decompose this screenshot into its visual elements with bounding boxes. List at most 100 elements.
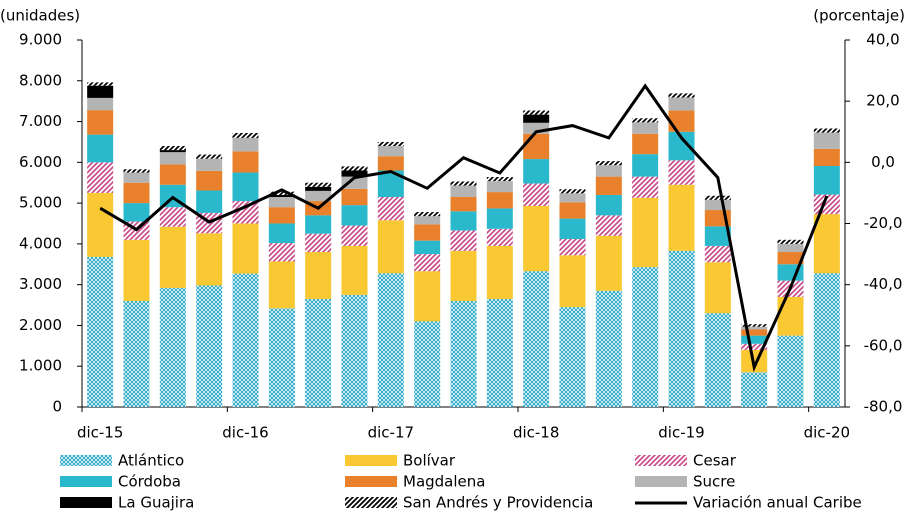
bar-segment — [632, 197, 659, 268]
bar-segment — [232, 201, 259, 224]
bar-segment — [305, 186, 332, 191]
legend-swatch — [60, 497, 112, 508]
bar-segment — [305, 182, 332, 187]
bar-segment — [523, 271, 550, 407]
bar-segment — [87, 134, 114, 163]
y2-tick-label: 0,0 — [871, 153, 895, 171]
y-tick-label: 4.000 — [19, 234, 62, 252]
bar-segment — [668, 160, 695, 185]
bar-segment — [305, 190, 332, 202]
bar-segment — [377, 156, 404, 171]
bar-segment — [268, 261, 295, 309]
legend-label: La Guajira — [118, 494, 194, 512]
bar-segment — [523, 133, 550, 160]
legend-swatch — [345, 476, 397, 487]
bar-segment — [450, 300, 477, 407]
bar-segment — [159, 152, 186, 165]
bar-segment — [341, 166, 368, 171]
legend-label: Variación anual Caribe — [693, 494, 862, 512]
y2-tick-label: -80,0 — [864, 398, 903, 416]
legend-swatch — [60, 455, 112, 466]
bar-segment — [486, 181, 513, 193]
bar-segment — [196, 190, 223, 213]
bar-segment — [232, 273, 259, 407]
bar-segment — [341, 294, 368, 407]
bar-segment — [196, 154, 223, 159]
bar-segment — [595, 161, 622, 166]
bar-segment — [87, 97, 114, 111]
legend-swatch — [345, 497, 397, 508]
bar-segment — [668, 184, 695, 251]
legend-label: San Andrés y Providencia — [403, 494, 593, 512]
line-series — [99, 83, 829, 373]
bar-segment — [123, 182, 150, 204]
bar-segment — [777, 243, 804, 253]
y2-tick-label: 20,0 — [866, 92, 899, 110]
bar-segment — [595, 290, 622, 407]
bar-segment — [813, 214, 840, 274]
legend-label: Bolívar — [403, 452, 456, 470]
bar-segment — [159, 164, 186, 185]
bar-segment — [486, 177, 513, 182]
y-tick-label: 0 — [52, 398, 62, 416]
bar-segment — [813, 132, 840, 149]
bar-segment — [196, 233, 223, 286]
bar-segment — [741, 343, 768, 350]
legend-swatch — [60, 476, 112, 487]
y2-axis-title: (porcentaje) — [813, 7, 905, 25]
bar-segment — [196, 285, 223, 407]
legend-label: Atlántico — [118, 452, 184, 470]
bar-segment — [232, 172, 259, 202]
bar-segment — [159, 146, 186, 151]
bar-segment — [523, 114, 550, 123]
bar-segment — [305, 215, 332, 234]
bar-segment — [559, 238, 586, 256]
y-tick-label: 9.000 — [19, 31, 62, 49]
bar-segment — [305, 252, 332, 299]
bar-segment — [377, 141, 404, 147]
bar-segment — [704, 195, 731, 200]
bar-segment — [668, 110, 695, 132]
bar-segment — [486, 208, 513, 229]
legend-label: Sucre — [693, 473, 735, 491]
bar-segment — [414, 271, 441, 322]
bar-segment — [414, 212, 441, 217]
bar-segment — [87, 192, 114, 257]
legend-label: Córdoba — [118, 473, 181, 491]
bar-segment — [159, 287, 186, 407]
bar-segment — [595, 165, 622, 177]
bar-segment — [632, 133, 659, 155]
bar-segment — [741, 326, 768, 330]
bar-segment — [813, 166, 840, 195]
y-tick-label: 3.000 — [19, 275, 62, 293]
bar-segment — [741, 335, 768, 344]
bar-segment — [632, 122, 659, 134]
bar-segment — [559, 307, 586, 407]
bar-segment — [595, 215, 622, 236]
x-tick-label: dic-15 — [77, 424, 123, 442]
bar-segment — [704, 262, 731, 314]
bar-segment — [450, 181, 477, 186]
y-tick-label: 5.000 — [19, 194, 62, 212]
bar-segment — [777, 335, 804, 407]
bar-segment — [123, 172, 150, 183]
y-tick-label: 2.000 — [19, 316, 62, 334]
bar-segment — [341, 170, 368, 177]
bar-segment — [123, 169, 150, 173]
bar-segment — [268, 308, 295, 407]
bar-segment — [305, 233, 332, 253]
bar-segment — [668, 93, 695, 98]
x-tick-label: dic-16 — [222, 424, 268, 442]
bar-segment — [668, 97, 695, 111]
x-tick-label: dic-18 — [513, 424, 559, 442]
bar-segment — [559, 202, 586, 219]
legend-swatch — [635, 476, 687, 487]
bar-segment — [632, 154, 659, 177]
bar-segment — [632, 118, 659, 123]
bar-segment — [741, 324, 768, 327]
bar-segment — [486, 245, 513, 299]
bar-segment — [87, 162, 114, 193]
bar-segment — [232, 132, 259, 138]
bar-segment — [341, 205, 368, 226]
